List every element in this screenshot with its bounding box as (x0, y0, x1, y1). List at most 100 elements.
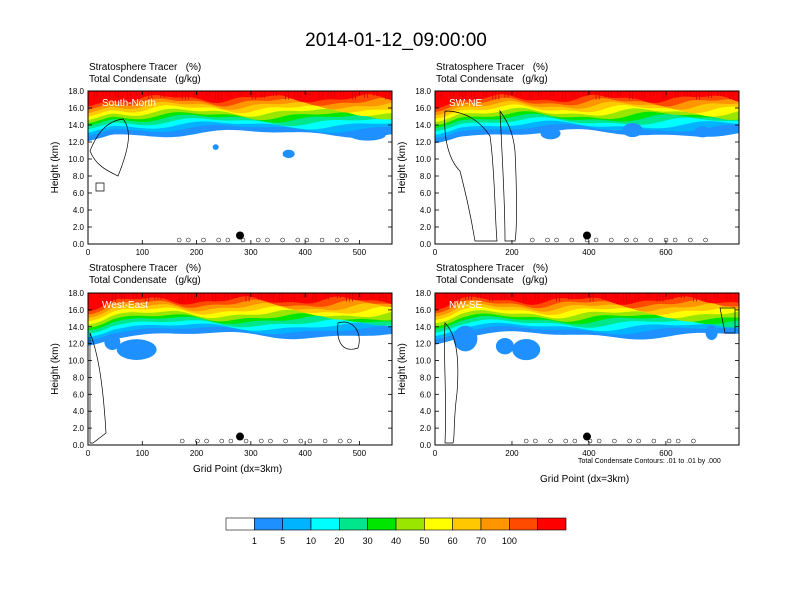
x-tick-label: 200 (190, 449, 204, 458)
tracer-blob (104, 333, 121, 350)
y-tick-label: 0.0 (420, 240, 432, 249)
surface-contour (533, 438, 538, 444)
panel-3-title: Stratosphere Tracer (%) Total Condensate … (89, 263, 201, 287)
colorbar-box (254, 517, 283, 531)
surface-contour (219, 438, 225, 444)
x-tick-label: 300 (244, 248, 258, 257)
surface-contour (596, 438, 602, 444)
tracer-blob (453, 325, 478, 352)
y-tick-label: 0.0 (73, 441, 85, 450)
y-tick-label: 2.0 (420, 223, 432, 232)
colorbar-label: 100 (502, 536, 517, 546)
surface-contour (201, 237, 206, 243)
panel-1-title-line1: Stratosphere Tracer (%) (89, 62, 202, 73)
tracer-blob (282, 149, 295, 159)
condensate-contour (499, 109, 517, 242)
colorbar-box (282, 517, 312, 531)
y-tick-label: 0.0 (73, 240, 85, 249)
panel-3-title-line1: Stratosphere Tracer (%) (89, 263, 202, 274)
y-tick-label: 12.0 (68, 340, 84, 349)
y-tick-label: 14.0 (415, 323, 431, 332)
panel-2: SW-NE 0.0 2.0 4.0 6.0 8.0 10.0 12.0 14.0 16.0 18.0… (397, 87, 740, 257)
y-tick-label: 16.0 (415, 306, 431, 315)
colorbar-label: 1 (252, 536, 257, 546)
y-tick-label: 6.0 (420, 189, 432, 198)
tracer-blob (349, 129, 386, 141)
y-tick-label: 10.0 (415, 357, 431, 366)
panel-label: West-East (102, 300, 148, 311)
colorbar-label: 50 (419, 536, 429, 546)
surface-contour (675, 438, 681, 444)
panel-label: South-North (102, 98, 156, 109)
panel-1: South-North 0.0 2.0 4.0 6.0 8.0 10.0 12.0 14.0 16… (50, 87, 393, 257)
y-axis-label: Height (km) (50, 343, 61, 395)
colorbar-label: 40 (391, 536, 401, 546)
panel-label: SW-NE (449, 98, 482, 109)
y-tick-label: 2.0 (420, 424, 432, 433)
surface-contour (523, 438, 529, 444)
colorbar-box (537, 517, 567, 531)
colorbar-box (367, 517, 397, 531)
y-tick-label: 0.0 (420, 441, 432, 450)
location-marker (236, 231, 244, 240)
panel-2-title: Stratosphere Tracer (%) Total Condensate … (436, 62, 548, 86)
surface-contour (280, 237, 285, 243)
condensate-contour (95, 182, 105, 192)
y-tick-label: 2.0 (73, 424, 85, 433)
panel-1-title-line2: Total Condensate (g/kg) (89, 74, 201, 85)
y-axis-label: Height (km) (397, 343, 408, 395)
contour-note: Total Condensate Contours: .01 to .01 by… (578, 458, 721, 465)
panel-2-title-line1: Stratosphere Tracer (%) (436, 62, 549, 73)
surface-contour (295, 237, 301, 243)
panel-2-title-line2: Total Condensate (g/kg) (436, 74, 548, 85)
y-tick-label: 8.0 (420, 373, 432, 382)
surface-contour (545, 237, 550, 243)
y-tick-label: 8.0 (73, 373, 85, 382)
y-tick-label: 12.0 (68, 138, 84, 147)
colorbar-box (225, 517, 255, 531)
panel-frame (434, 292, 740, 446)
surface-contour (344, 237, 349, 243)
y-tick-label: 4.0 (73, 206, 85, 215)
surface-contour (672, 237, 678, 243)
y-tick-label: 16.0 (68, 104, 84, 113)
tracer-blob (495, 338, 514, 355)
tracer-field (88, 91, 392, 243)
condensate-contour (444, 110, 498, 242)
y-axis-label: Height (km) (397, 142, 408, 194)
x-tick-label: 0 (433, 449, 438, 458)
x-tick-label: 100 (136, 449, 150, 458)
colorbar-label: 5 (280, 536, 285, 546)
panel-frame (87, 292, 393, 446)
x-tick-label: 200 (505, 449, 519, 458)
panel-label: NW-SE (449, 300, 482, 311)
x-tick-label: 600 (659, 449, 673, 458)
tracer-field (435, 293, 739, 444)
surface-contour (179, 438, 185, 444)
surface-contour (624, 237, 629, 243)
surface-contour (636, 438, 641, 444)
tracer-field (435, 91, 739, 243)
colorbar-label: 20 (334, 536, 344, 546)
x-tick-label: 400 (582, 449, 596, 458)
surface-contour (228, 438, 234, 444)
surface-contour (335, 237, 340, 243)
location-marker (583, 231, 591, 240)
surface-contour (530, 237, 535, 243)
surface-contour (347, 438, 352, 444)
y-tick-label: 6.0 (420, 390, 432, 399)
colorbar-box (395, 517, 425, 531)
panel-3-x-axis-label: Grid Point (dx=3km) (193, 464, 283, 475)
surface-contour (225, 237, 231, 243)
x-tick-label: 500 (353, 449, 367, 458)
y-tick-label: 6.0 (73, 390, 85, 399)
surface-contour (633, 237, 638, 243)
colorbar-box (339, 517, 368, 531)
x-tick-label: 0 (433, 248, 438, 257)
figure-title: 2014-01-12_09:00:00 (305, 30, 487, 51)
panel-4-title-line2: Total Condensate (g/kg) (436, 275, 548, 286)
x-tick-label: 600 (659, 248, 673, 257)
surface-contour (319, 237, 325, 243)
condensate-contour (719, 307, 736, 334)
colorbar: 1 5 10 20 30 40 50 60 70 100 (225, 517, 567, 546)
